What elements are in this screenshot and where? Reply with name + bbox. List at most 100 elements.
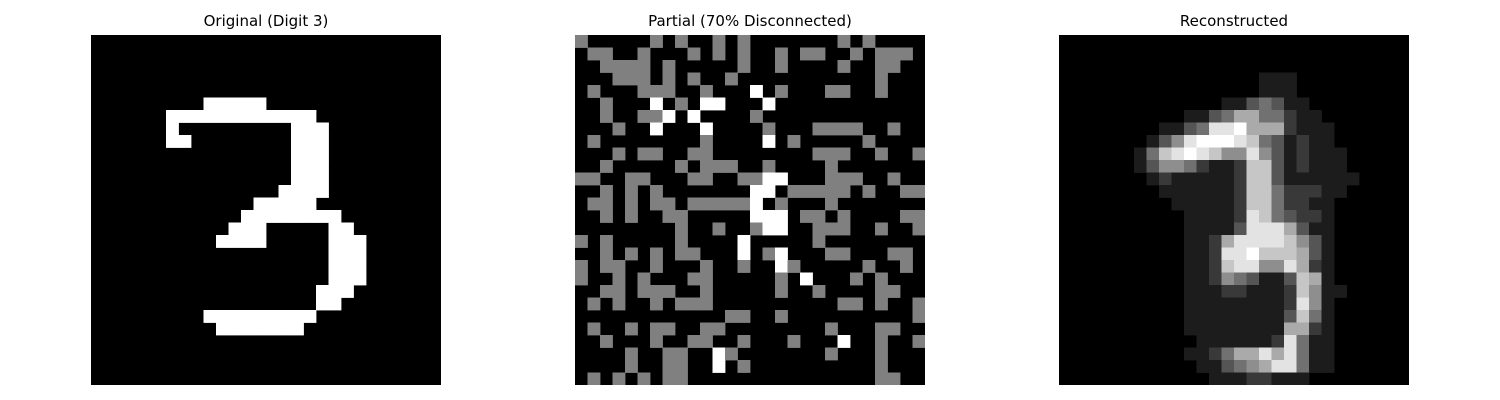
- pixel: [825, 322, 838, 336]
- pixel: [662, 210, 676, 223]
- pixel: [750, 110, 763, 123]
- pixel: [1309, 222, 1322, 236]
- pixel: [1209, 160, 1222, 173]
- pixel: [316, 210, 329, 223]
- pixel: [1309, 335, 1322, 348]
- pixel: [1146, 135, 1160, 148]
- pixel: [1184, 147, 1197, 161]
- pixel: [750, 222, 763, 236]
- pixel: [328, 235, 342, 248]
- pixel: [1234, 160, 1247, 173]
- pixel: [1221, 310, 1235, 323]
- pixel: [875, 285, 888, 298]
- pixel: [1284, 185, 1297, 198]
- pixel: [900, 247, 913, 261]
- pixel: [875, 322, 888, 336]
- pixel: [291, 322, 304, 336]
- pixel: [1246, 335, 1260, 348]
- pixel: [328, 260, 342, 273]
- pixel: [1196, 260, 1210, 273]
- pixel: [1196, 322, 1210, 336]
- pixel: [1271, 372, 1285, 385]
- pixel: [228, 110, 242, 123]
- pixel: [1209, 197, 1222, 211]
- pixel: [600, 260, 613, 273]
- pixel: [1221, 260, 1235, 273]
- pixel: [1221, 272, 1235, 286]
- pixel: [662, 197, 676, 211]
- pixel: [1309, 322, 1322, 336]
- pixel: [1196, 160, 1210, 173]
- pixel: [600, 97, 613, 111]
- pixel: [228, 310, 242, 323]
- pixel: [712, 347, 726, 361]
- pixel: [216, 322, 229, 336]
- pixel: [862, 35, 876, 48]
- pixel: [1184, 285, 1197, 298]
- pixel: [1246, 147, 1260, 161]
- pixel: [775, 310, 788, 323]
- pixel: [675, 97, 688, 111]
- pixel: [1209, 322, 1222, 336]
- pixel: [775, 210, 788, 223]
- pixel: [1209, 185, 1222, 198]
- pixel: [850, 172, 863, 186]
- pixel: [1321, 147, 1335, 161]
- pixel: [316, 285, 329, 298]
- pixel: [1196, 335, 1210, 348]
- pixel: [1184, 135, 1197, 148]
- pixel: [1309, 172, 1322, 186]
- pixel: [600, 235, 613, 248]
- pixel: [1309, 347, 1322, 361]
- pixel: [1146, 172, 1160, 186]
- pixel: [762, 97, 776, 111]
- pixel: [1271, 85, 1285, 98]
- panel-partial: Partial (70% Disconnected): [575, 0, 925, 400]
- pixel: [1234, 297, 1247, 311]
- pixel: [1246, 97, 1260, 111]
- pixel: [762, 210, 776, 223]
- pixel: [650, 97, 663, 111]
- pixel: [625, 247, 638, 261]
- pixel: [1209, 210, 1222, 223]
- pixel: [912, 147, 925, 161]
- pixel: [1234, 97, 1247, 111]
- pixel: [1209, 297, 1222, 311]
- pixel: [1259, 122, 1272, 136]
- pixel: [637, 172, 651, 186]
- pixel: [650, 285, 663, 298]
- pixel: [341, 222, 354, 236]
- pixel: [825, 85, 838, 98]
- pixel: [1259, 147, 1272, 161]
- pixel: [787, 260, 801, 273]
- pixel: [1246, 272, 1260, 286]
- pixel: [887, 47, 901, 61]
- pixel: [1271, 335, 1285, 348]
- pixel: [291, 160, 304, 173]
- pixel: [775, 197, 788, 211]
- pixel: [600, 210, 613, 223]
- pixel: [837, 210, 851, 223]
- pixel: [1321, 135, 1335, 148]
- pixel: [912, 185, 925, 198]
- pixel: [1246, 160, 1260, 173]
- pixel: [316, 122, 329, 136]
- pixel: [1259, 372, 1272, 385]
- pixel: [316, 297, 329, 311]
- panel-title-partial: Partial (70% Disconnected): [648, 12, 852, 30]
- pixel: [1321, 235, 1335, 248]
- pixel: [1246, 210, 1260, 223]
- pixel: [875, 72, 888, 86]
- pixel: [1271, 235, 1285, 248]
- pixel: [887, 247, 901, 261]
- pixel: [837, 172, 851, 186]
- pixel: [1221, 172, 1235, 186]
- pixel: [575, 235, 588, 248]
- pixel: [1259, 260, 1272, 273]
- pixel: [1334, 185, 1347, 198]
- pixel: [1259, 210, 1272, 223]
- pixel: [1271, 272, 1285, 286]
- pixel: [1271, 347, 1285, 361]
- pixel: [1246, 197, 1260, 211]
- pixel: [587, 297, 601, 311]
